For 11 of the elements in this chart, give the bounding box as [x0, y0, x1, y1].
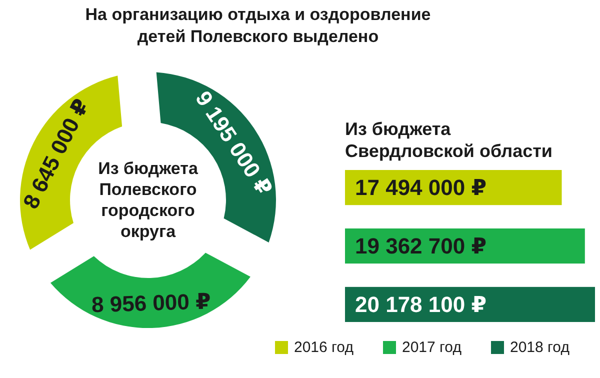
- data-label: 8 956 000 ₽: [91, 288, 212, 318]
- text: Из бюджета Полевского городского округа: [98, 159, 198, 241]
- legend-label: 2017 год: [402, 339, 462, 356]
- chart-title: На организацию отдыха и оздоровление детей Полевского выделено: [85, 5, 431, 46]
- data-label: 8 645 000 ₽: [18, 94, 94, 213]
- data-label: 17 494 000 ₽: [355, 175, 487, 200]
- legend-label: 2018 год: [510, 339, 570, 356]
- data-label: 19 362 700 ₽: [355, 234, 487, 258]
- legend-label: 2016 год: [294, 339, 354, 356]
- chart-title: Из бюджета Свердловской области: [345, 119, 552, 161]
- data-label: 20 178 100 ₽: [355, 292, 487, 317]
